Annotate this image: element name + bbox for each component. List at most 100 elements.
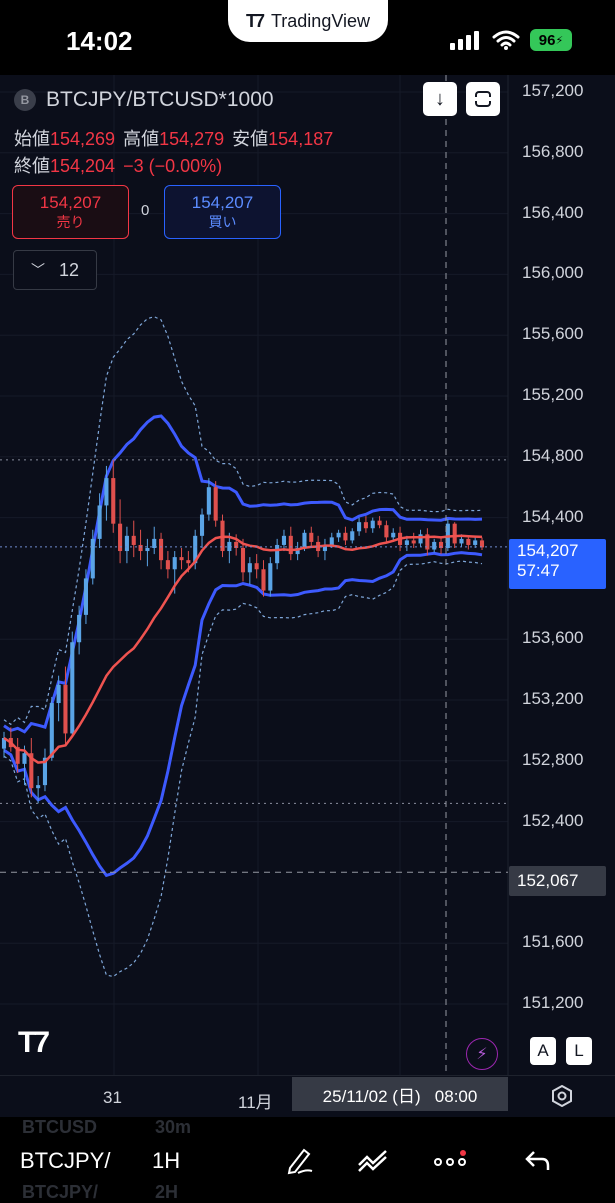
candle-body: [247, 563, 252, 573]
price-tick-label: 152,800: [522, 749, 584, 769]
buy-label: 買い: [208, 213, 237, 230]
candle-body: [234, 541, 239, 548]
candle-body: [336, 532, 341, 538]
candle-body: [404, 540, 409, 545]
price-tick-label: 156,000: [522, 263, 584, 283]
more-dots-icon: [434, 1150, 466, 1166]
current-price: 154,207: [517, 541, 579, 560]
symbol-title[interactable]: BTCJPY/BTCUSD*1000: [46, 88, 274, 111]
ohlc-row-1: 始値154,269 高値154,279 安値154,187: [14, 125, 341, 151]
wifi-icon: [492, 30, 520, 50]
undo-button[interactable]: [518, 1140, 558, 1180]
crosshair-date: 25/11/02 (日) 08:00: [292, 1077, 508, 1111]
candle-body: [322, 544, 327, 552]
candle-body: [281, 535, 287, 545]
candle-body: [288, 535, 293, 555]
candle-body: [131, 535, 136, 545]
candle-body: [77, 614, 82, 643]
indicators-button[interactable]: [353, 1140, 393, 1180]
upper-bollinger-band: [3, 414, 483, 734]
moving-average-line: [3, 534, 483, 764]
candle-body: [42, 757, 48, 786]
buy-button[interactable]: 154,207 買い: [164, 185, 281, 239]
settings-hexagon-icon[interactable]: [551, 1085, 573, 1107]
indicators-toggle[interactable]: ﹀ 12: [13, 250, 97, 290]
open-value: 154,269: [50, 129, 116, 149]
bottom-toolbar: [0, 1117, 615, 1200]
candle-countdown: 57:47: [517, 561, 560, 580]
time-label-november: 11月: [238, 1093, 273, 1112]
indicator-lines-icon: [358, 1150, 387, 1172]
candle-body: [418, 534, 423, 544]
candle-body: [425, 534, 430, 550]
candle-body: [15, 747, 20, 764]
candle-body: [329, 537, 334, 545]
candle-body: [56, 684, 61, 704]
open-label: 始値: [14, 129, 50, 149]
sell-button[interactable]: 154,207 売り: [12, 185, 129, 239]
candle-body: [36, 785, 41, 789]
tradingview-pill-label: TradingView: [270, 10, 371, 31]
outer-lower-band: [3, 560, 483, 978]
candle-body: [63, 684, 68, 734]
price-tick-label: 154,800: [522, 445, 584, 465]
tradingview-logo-icon: T7: [245, 10, 265, 31]
buy-price: 154,207: [191, 193, 254, 213]
candle-body: [118, 523, 123, 552]
status-bar: 14:02 T7 TradingView 96 ⚡: [0, 0, 615, 75]
price-tick-label: 153,600: [522, 628, 584, 648]
current-price-tag: 154,207 57:47: [509, 539, 606, 589]
price-tick-label: 154,400: [522, 506, 584, 526]
candle-body: [159, 538, 164, 561]
ghost-symbol-above: BTCUSD: [22, 1117, 97, 1137]
more-button[interactable]: [430, 1140, 470, 1180]
candle-body: [213, 487, 218, 521]
price-tick-label: 155,200: [522, 385, 584, 404]
ohlc-row-2: 終値154,204 −3 (−0.00%): [14, 152, 230, 178]
sell-label: 売り: [56, 213, 85, 230]
toolbar-symbol[interactable]: BTCJPY/: [20, 1148, 111, 1173]
price-tick-label: 152,400: [522, 810, 584, 830]
toolbar-interval[interactable]: 1H: [152, 1148, 181, 1173]
candle-body: [227, 541, 232, 552]
candle-body: [377, 520, 382, 526]
candle-body: [438, 541, 444, 548]
candle-body: [124, 535, 129, 552]
price-tick-label: 153,200: [522, 689, 584, 708]
tradingview-pill[interactable]: T7 TradingView: [228, 0, 388, 42]
lower-bollinger-band: [3, 551, 483, 878]
candle-body: [90, 538, 95, 579]
candle-body: [479, 540, 485, 548]
symbol-legend[interactable]: B BTCJPY/BTCUSD*1000: [14, 88, 274, 112]
candle-body: [70, 642, 75, 734]
pen-icon: [287, 1148, 313, 1175]
fullscreen-button[interactable]: [466, 82, 500, 116]
price-tick-label: 157,200: [522, 81, 584, 100]
outer-upper-band: [3, 316, 483, 726]
candle-body: [384, 525, 389, 538]
change-value: −3 (−0.00%): [123, 156, 223, 176]
high-value: 154,279: [159, 129, 225, 149]
candle-body: [452, 523, 457, 544]
candle-body: [104, 478, 109, 506]
download-button[interactable]: ↓: [423, 82, 457, 116]
charging-bolt-icon: ⚡: [555, 34, 564, 47]
price-tick-label: 155,600: [522, 324, 584, 344]
candle-body: [199, 514, 205, 536]
close-value: 154,204: [50, 156, 116, 176]
log-scale-button[interactable]: L: [566, 1037, 592, 1065]
candle-body: [254, 563, 259, 570]
candle-body: [145, 548, 150, 552]
candle-body: [466, 538, 471, 545]
indicators-count: 12: [58, 259, 80, 280]
drawing-pen-button[interactable]: [280, 1140, 320, 1180]
ghost-interval-above: 30m: [155, 1117, 192, 1137]
auto-scale-button[interactable]: A: [530, 1037, 556, 1065]
candle-body: [206, 487, 211, 515]
candle-body: [370, 520, 375, 529]
candle-body: [83, 578, 88, 615]
candle-body: [268, 563, 273, 591]
lightning-icon[interactable]: ⚡: [466, 1038, 498, 1070]
high-label: 高値: [123, 129, 160, 149]
candle-body: [22, 753, 27, 764]
